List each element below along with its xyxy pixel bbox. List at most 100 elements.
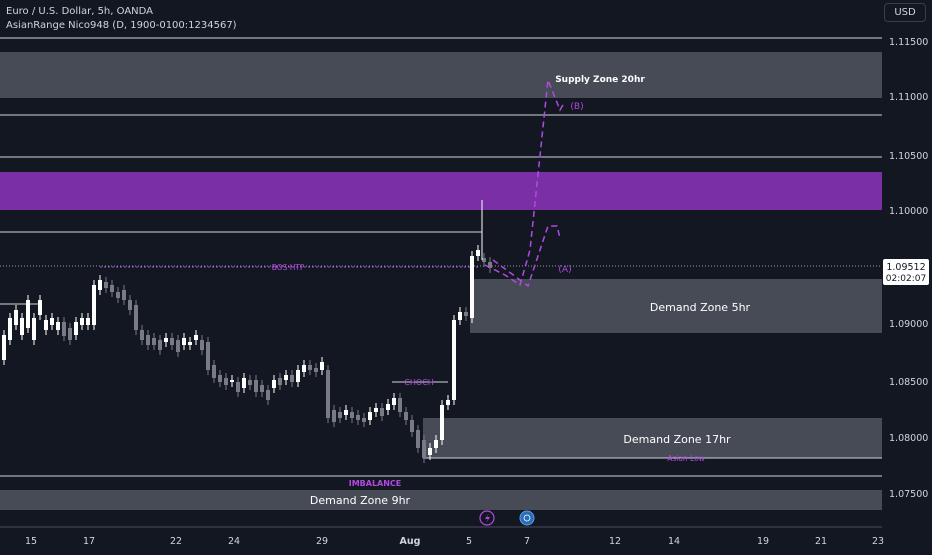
candle-body: [170, 338, 174, 345]
candle-body: [176, 340, 180, 352]
candle-body: [290, 375, 294, 382]
candle-body: [152, 338, 156, 345]
candle-body: [446, 400, 450, 405]
candle-body: [86, 318, 90, 325]
candle-body: [344, 410, 348, 415]
candle-body: [470, 256, 474, 318]
candle-body: [14, 310, 18, 325]
candle-body: [128, 300, 132, 310]
candle-body: [320, 362, 324, 370]
candle-body: [110, 285, 114, 292]
candle-body: [326, 370, 330, 418]
price-tick: 1.08000: [889, 433, 928, 444]
candle-body: [410, 420, 414, 432]
purple-zone: [0, 172, 882, 210]
time-tick: 17: [83, 536, 95, 547]
countdown-value: 02:02:07: [886, 274, 926, 284]
currency-button[interactable]: USD: [884, 3, 926, 22]
price-tick: 1.10500: [889, 151, 928, 162]
price-tick: 1.11000: [889, 92, 928, 103]
candle-body: [32, 318, 36, 340]
candle-body: [302, 365, 306, 372]
candle-body: [422, 440, 426, 458]
candle-body: [314, 368, 318, 372]
candle-body: [158, 340, 162, 350]
time-tick: 22: [170, 536, 182, 547]
candle-body: [8, 318, 12, 340]
current-price-value: 1.09512: [886, 262, 925, 273]
globe-icon[interactable]: [519, 510, 535, 526]
candle-body: [218, 375, 222, 382]
candle-body: [368, 412, 372, 420]
time-tick: 12: [609, 536, 621, 547]
candle-body: [68, 328, 72, 340]
candle-body: [428, 448, 432, 455]
candle-body: [248, 380, 252, 385]
candle-body: [20, 318, 24, 335]
candle-body: [182, 338, 186, 345]
candle-body: [212, 365, 216, 378]
lightning-icon[interactable]: [479, 510, 495, 526]
candle-body: [38, 300, 42, 315]
demand-zone-9hr-label: Demand Zone 9hr: [310, 494, 411, 507]
candle-body: [146, 335, 150, 345]
candle-body: [194, 335, 198, 340]
candle-body: [404, 412, 408, 420]
wave-b-label: (B): [570, 102, 583, 112]
candle-body: [254, 380, 258, 392]
candle-body: [134, 305, 138, 330]
candle-body: [230, 380, 234, 382]
candle-body: [116, 292, 120, 298]
indicator-label[interactable]: AsianRange Nico948 (D, 1900-0100:1234567…: [6, 20, 237, 31]
demand-zone-5hr-label: Demand Zone 5hr: [650, 301, 751, 314]
time-tick: 29: [316, 536, 328, 547]
chart-title: Euro / U.S. Dollar, 5h, OANDA: [6, 6, 154, 17]
candle-body: [482, 258, 486, 262]
time-tick: 24: [228, 536, 240, 547]
demand-zone-9hr: [0, 490, 882, 510]
candle-body: [380, 408, 384, 416]
projection-path-b: [484, 79, 565, 287]
candle-body: [164, 338, 168, 342]
bos-label: BOS HTF: [272, 263, 305, 272]
candle-body: [308, 365, 312, 370]
candle-body: [224, 378, 228, 385]
demand-zone-17hr-label: Demand Zone 17hr: [623, 433, 731, 446]
supply-zone-label: Supply Zone 20hr: [555, 75, 645, 85]
candle-body: [26, 300, 30, 328]
candle-body: [332, 410, 336, 422]
candle-body: [62, 322, 66, 336]
price-tick: 1.08500: [889, 377, 928, 388]
time-tick: 7: [524, 536, 530, 547]
candle-body: [44, 320, 48, 330]
candle-body: [188, 342, 192, 345]
candle-body: [392, 398, 396, 405]
time-tick: 14: [668, 536, 680, 547]
candle-body: [458, 312, 462, 320]
candle-body: [98, 280, 102, 290]
candle-body: [242, 378, 246, 388]
time-tick: 19: [757, 536, 769, 547]
candle-body: [122, 290, 126, 300]
candle-body: [350, 412, 354, 418]
candle-body: [236, 382, 240, 392]
projection-path-a: [492, 225, 561, 288]
candle-body: [92, 285, 96, 325]
time-tick: 15: [25, 536, 37, 547]
demand-zone-17hr: [423, 418, 882, 458]
candle-body: [104, 282, 108, 288]
time-tick: 23: [872, 536, 884, 547]
candle-body: [434, 440, 438, 448]
candle-body: [356, 415, 360, 420]
candle-body: [206, 342, 210, 370]
wave-a-label: (A): [558, 265, 571, 275]
candle-body: [464, 312, 468, 316]
price-axis: 1.11500 1.11000 1.10500 1.10000 1.09000 …: [883, 37, 929, 500]
candle-body: [74, 322, 78, 335]
candles: [2, 200, 492, 463]
current-price-badge: [883, 259, 929, 285]
asian-low-label: Asian Low: [667, 454, 705, 463]
candle-body: [452, 320, 456, 400]
candle-body: [488, 262, 492, 268]
